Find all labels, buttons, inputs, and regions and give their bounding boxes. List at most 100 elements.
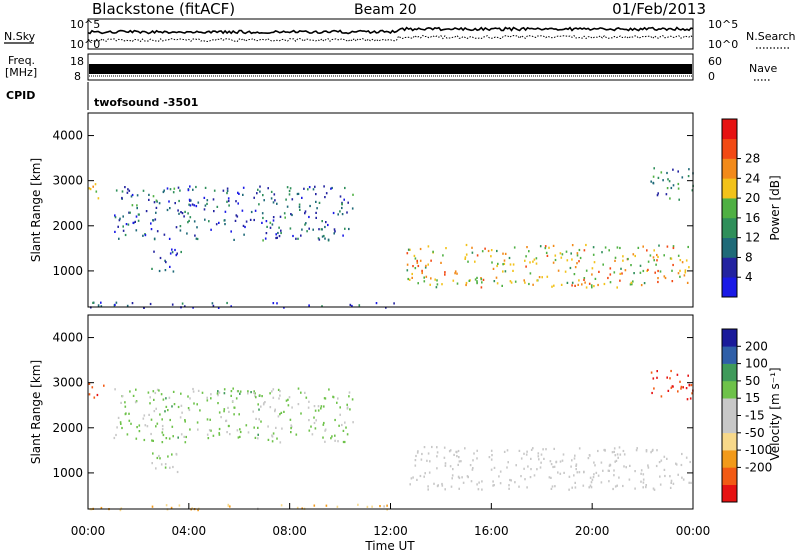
echo-cell: [233, 413, 235, 416]
echo-cell: [178, 504, 181, 507]
echo-cell: [192, 188, 194, 191]
echo-cell: [269, 226, 272, 229]
echo-cell: [647, 260, 650, 263]
echo-cell: [425, 275, 428, 278]
echo-cell: [323, 405, 325, 408]
echo-cell: [264, 401, 266, 404]
echo-cell: [331, 435, 333, 438]
echo-cell: [196, 403, 198, 406]
echo-cell: [126, 433, 129, 436]
echo-cell: [224, 223, 226, 226]
echo-cell: [499, 482, 502, 485]
echo-cell: [137, 219, 140, 222]
echo-cell: [550, 463, 553, 466]
echo-cell: [348, 395, 350, 398]
echo-cell: [305, 396, 308, 399]
echo-cell: [238, 413, 240, 416]
echo-cell: [675, 462, 677, 465]
echo-cell: [419, 259, 422, 262]
echo-cell: [304, 223, 306, 226]
echo-cell: [509, 280, 512, 283]
echo-cell: [419, 247, 422, 251]
echo-cell: [339, 413, 341, 416]
echo-cell: [259, 185, 261, 188]
echo-cell: [97, 197, 100, 200]
echo-cell: [476, 280, 478, 283]
echo-cell: [168, 396, 171, 399]
echo-cell: [643, 282, 646, 285]
echo-cell: [677, 473, 679, 476]
echo-cell: [552, 465, 554, 469]
echo-cell: [526, 486, 528, 489]
echo-cell: [253, 390, 255, 393]
echo-cell: [530, 448, 533, 451]
echo-cell: [117, 416, 120, 419]
echo-cell: [88, 382, 91, 385]
echo-cell: [322, 436, 324, 439]
echo-cell: [652, 256, 655, 259]
velocity-ylabel: Slant Range [km]: [29, 360, 43, 464]
echo-cell: [465, 243, 468, 247]
echo-cell: [682, 386, 684, 389]
echo-cell: [552, 261, 555, 264]
noise-right-tick-bottom: 10^0: [708, 38, 738, 51]
echo-cell: [257, 426, 259, 429]
echo-cell: [576, 262, 578, 265]
nsearch-label: N.Search: [746, 30, 796, 43]
echo-cell: [115, 189, 118, 192]
echo-cell: [411, 272, 413, 276]
echo-cell: [434, 278, 436, 281]
echo-cell: [657, 255, 659, 259]
echo-cell: [587, 457, 590, 460]
echo-cell: [208, 429, 211, 432]
echo-cell: [609, 273, 612, 276]
echo-cell: [444, 464, 447, 467]
echo-cell: [623, 465, 625, 468]
echo-cell: [421, 271, 423, 275]
echo-cell: [476, 282, 478, 285]
echo-cell: [538, 458, 540, 461]
echo-cell: [657, 192, 659, 195]
noise-right-tick-top: 10^5: [708, 18, 738, 31]
echo-cell: [272, 432, 275, 435]
echo-cell: [321, 235, 324, 238]
echo-cell: [223, 392, 226, 395]
echo-cell: [171, 303, 174, 306]
echo-cell: [116, 426, 118, 429]
echo-cell: [155, 211, 157, 214]
cpid-label: CPID: [6, 89, 35, 102]
colorbar-swatch: [722, 198, 737, 219]
echo-cell: [252, 410, 254, 413]
echo-cell: [499, 470, 502, 473]
echo-cell: [622, 255, 624, 258]
echo-cell: [352, 193, 354, 196]
echo-cell: [583, 249, 586, 252]
echo-cell: [134, 220, 136, 223]
echo-cell: [327, 223, 329, 227]
echo-cell: [545, 251, 548, 254]
echo-cell: [315, 216, 317, 219]
echo-cell: [315, 211, 317, 214]
echo-cell: [132, 394, 135, 397]
echo-cell: [283, 212, 286, 215]
echo-cell: [495, 276, 498, 279]
cpid-value: twofsound -3501: [94, 96, 198, 109]
echo-cell: [250, 391, 252, 394]
echo-cell: [680, 463, 683, 467]
echo-cell: [620, 267, 622, 270]
echo-cell: [449, 449, 452, 452]
echo-cell: [257, 188, 259, 191]
echo-cell: [444, 273, 446, 276]
echo-cell: [546, 254, 549, 257]
echo-cell: [308, 429, 311, 432]
echo-cell: [291, 198, 294, 201]
echo-cell: [652, 175, 655, 178]
echo-cell: [645, 484, 647, 487]
power-y-axis: 1000 2000 3000 4000: [52, 129, 693, 278]
echo-cell: [551, 285, 553, 288]
echo-cell: [278, 226, 280, 229]
echo-cell: [608, 469, 610, 472]
echo-cell: [172, 435, 174, 438]
echo-cell: [286, 205, 289, 208]
echo-cell: [206, 396, 208, 399]
